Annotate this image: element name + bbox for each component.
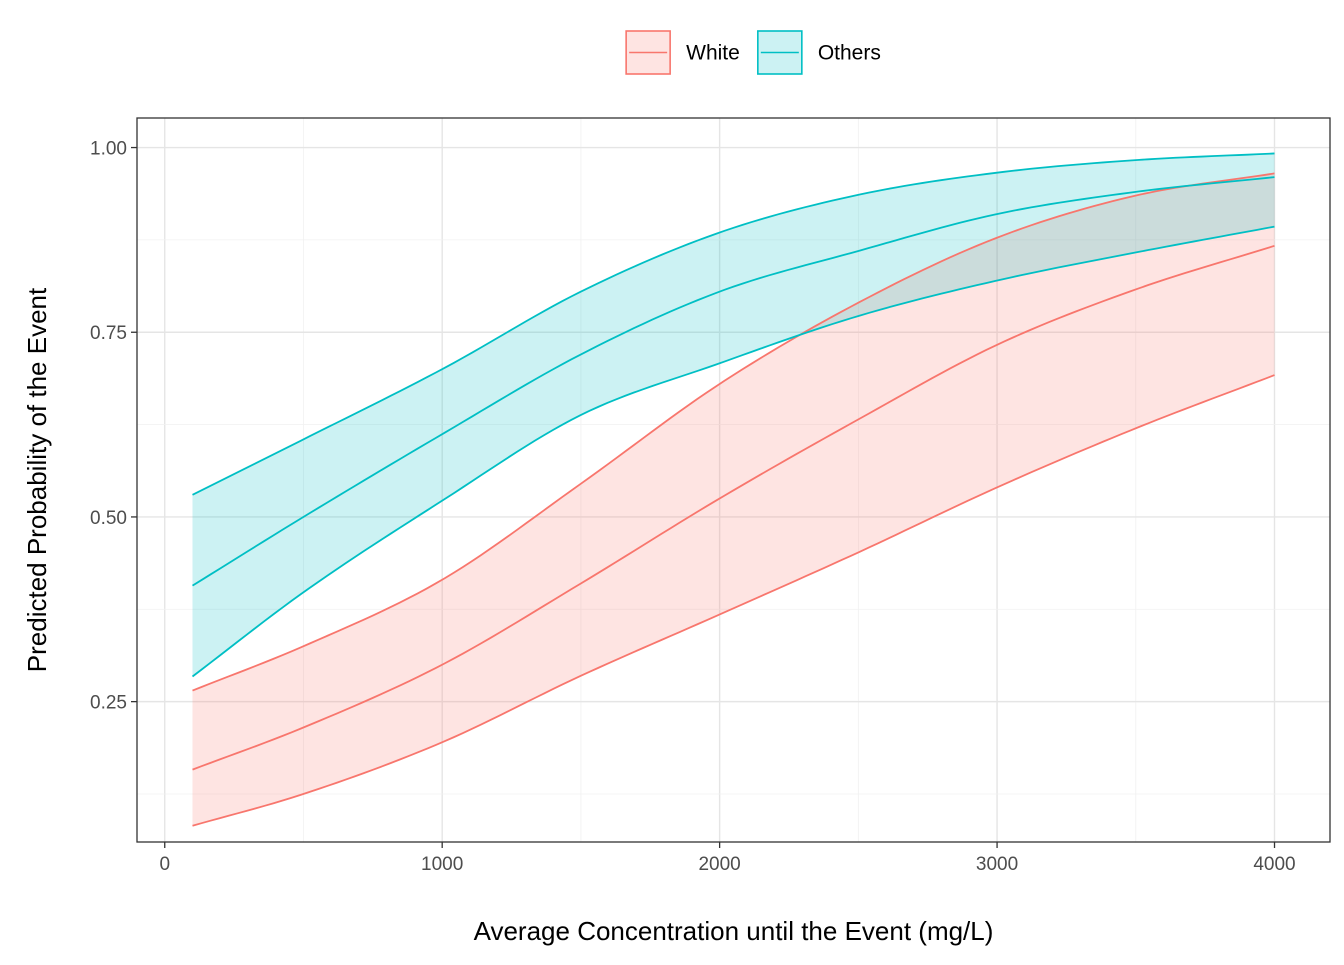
legend-item-white: [625, 30, 671, 75]
series-line-white-lower: [192, 374, 1275, 827]
x-tick-label: 2000: [698, 854, 740, 875]
y-tick-label: 1.00: [90, 139, 127, 160]
x-tick-label: 1000: [421, 854, 463, 875]
panel-border: [136, 117, 1331, 843]
confidence-band-others: [192, 153, 1275, 677]
y-axis-title: Predicted Probability of the Event: [22, 287, 52, 672]
series-line-others-upper: [192, 152, 1275, 496]
x-tick-label: 3000: [976, 854, 1018, 875]
x-axis-title: Average Concentration until the Event (m…: [474, 916, 994, 946]
series-line-others-lower: [191, 225, 1275, 678]
y-tick-label: 0.50: [90, 508, 127, 529]
y-tick-label: 0.25: [90, 693, 127, 714]
legend-label-white: White: [686, 42, 740, 65]
confidence-band-white: [192, 173, 1275, 826]
legend-label-others: Others: [818, 42, 881, 65]
legend-item-others: [757, 30, 803, 75]
x-tick-label: 4000: [1253, 854, 1295, 875]
series-line-white-upper: [192, 172, 1275, 692]
x-tick-label: 0: [159, 854, 170, 875]
series-line-others-fit: [192, 176, 1275, 587]
y-tick-label: 0.75: [90, 323, 127, 344]
series-line-white-fit: [192, 244, 1275, 771]
